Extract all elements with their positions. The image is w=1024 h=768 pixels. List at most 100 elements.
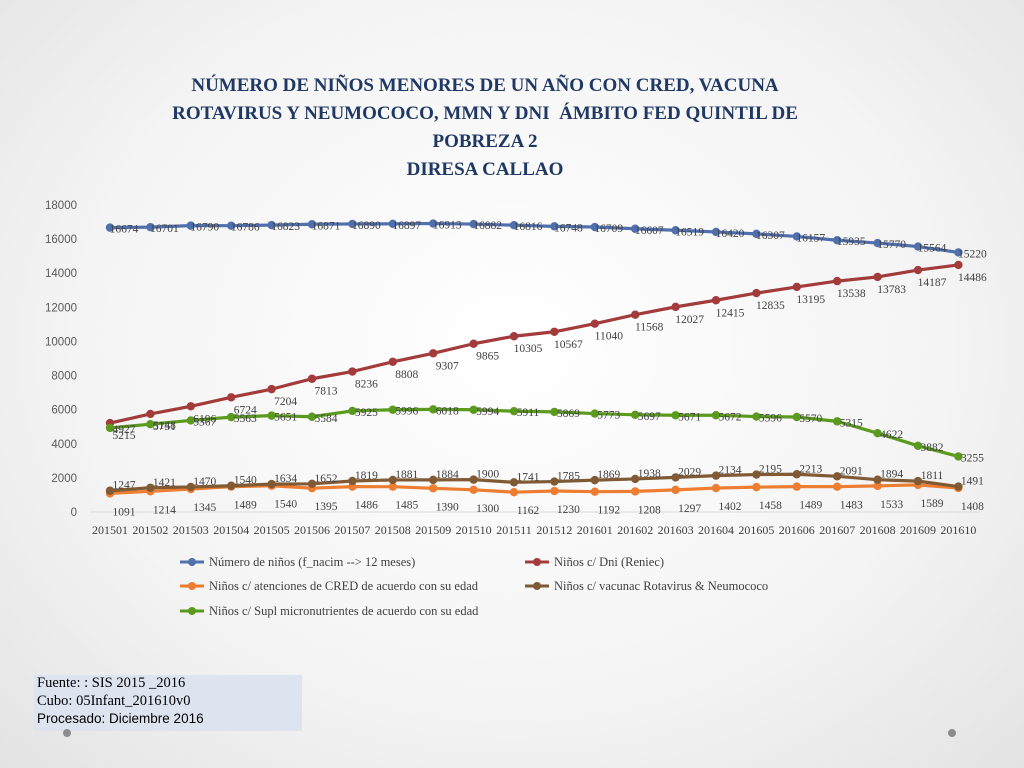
data-point — [550, 486, 559, 496]
data-label: 1652 — [315, 473, 338, 485]
data-point — [752, 412, 761, 421]
source-line-2: Cubo: 05Infant_201610v0 — [37, 692, 191, 709]
data-point — [833, 276, 842, 286]
data-label: 1894 — [880, 469, 903, 481]
data-label: 1485 — [395, 500, 418, 512]
data-point — [590, 222, 599, 232]
data-label: 16674 — [110, 224, 139, 236]
data-point — [873, 481, 882, 491]
data-label: 7204 — [274, 396, 297, 408]
data-point — [671, 485, 680, 495]
data-label: 1741 — [517, 471, 540, 483]
y-tick-label: 4000 — [51, 439, 77, 451]
y-tick-label: 2000 — [51, 473, 77, 485]
data-label: 1247 — [113, 480, 136, 492]
data-label: 2134 — [719, 465, 742, 477]
y-tick-label: 10000 — [45, 336, 77, 348]
x-tick-label: 201512 — [536, 523, 572, 537]
x-axis: 201501 201502 201503 201504 201505 201506 2015… — [90, 511, 980, 537]
legend: Número de niños (f_nacim --> 12 meses) Ni… — [180, 555, 768, 618]
legend-label: Niños c/ Dni (Reniec) — [554, 555, 664, 569]
series-line — [109, 221, 959, 254]
data-point — [792, 232, 801, 241]
data-label: 5697 — [638, 411, 661, 423]
data-point — [550, 327, 559, 336]
source-line-1: Fuente: : SIS 2015 _2016 — [37, 675, 186, 691]
data-label: 13538 — [837, 288, 866, 300]
data-point — [671, 473, 680, 482]
data-point — [792, 482, 801, 491]
series-line — [109, 472, 959, 493]
data-label: 16748 — [554, 222, 583, 234]
data-point — [833, 472, 842, 481]
y-tick-label: 0 — [71, 507, 77, 519]
x-tick-label: 201508 — [375, 523, 411, 537]
data-point — [631, 487, 640, 496]
data-point — [752, 470, 761, 479]
data-label: 1540 — [274, 499, 297, 511]
data-label: 5651 — [274, 412, 297, 424]
data-point — [186, 416, 195, 425]
data-label: 16790 — [190, 222, 219, 234]
x-tick-label: 201509 — [415, 523, 451, 537]
data-point — [509, 220, 519, 230]
data-label: 16607 — [635, 225, 664, 237]
data-point — [833, 236, 842, 245]
data-label: 2195 — [759, 464, 782, 476]
data-label: 16913 — [433, 220, 462, 232]
data-label: 10305 — [514, 343, 543, 355]
data-label: 1395 — [315, 501, 338, 513]
data-label: 1297 — [678, 503, 701, 515]
data-point — [469, 405, 478, 414]
data-point — [307, 374, 317, 383]
data-label: 16701 — [150, 223, 179, 235]
data-label: 15935 — [837, 236, 866, 248]
data-label: 5148 — [153, 420, 176, 432]
data-point — [954, 260, 963, 270]
source-line-3: Procesado: Diciembre 2016 — [37, 711, 204, 726]
legend-swatch-marker — [188, 558, 196, 566]
data-point — [388, 357, 397, 366]
data-point — [307, 479, 317, 489]
decor-dot-right — [948, 729, 956, 737]
x-tick-label: 201503 — [173, 523, 209, 537]
data-label: 2029 — [678, 466, 701, 478]
data-point — [388, 405, 397, 414]
title-line-1: NÚMERO DE NIÑOS MENORES DE UN AÑO CON CR… — [191, 75, 779, 96]
legend-swatch-marker — [188, 607, 196, 615]
data-point — [227, 221, 236, 230]
data-point — [388, 219, 397, 229]
data-point — [429, 475, 438, 485]
data-point — [873, 475, 882, 484]
data-point — [550, 407, 559, 417]
y-tick-label: 8000 — [51, 371, 77, 383]
data-label: 5215 — [113, 430, 136, 442]
data-label: 1408 — [961, 501, 984, 513]
data-label: 1300 — [476, 503, 499, 515]
data-label: 16890 — [352, 220, 381, 232]
data-point — [469, 485, 478, 495]
data-label: 11040 — [595, 331, 624, 343]
data-label: 5596 — [759, 413, 782, 425]
legend-swatch-marker — [188, 582, 196, 590]
x-tick-label: 201504 — [213, 523, 249, 537]
data-label: 5584 — [315, 413, 338, 425]
data-label: 16897 — [392, 220, 421, 232]
x-tick-label: 201602 — [617, 523, 653, 537]
x-tick-label: 201601 — [577, 523, 613, 537]
data-label: 13783 — [877, 284, 906, 296]
data-point — [590, 409, 599, 418]
data-label: 13195 — [796, 294, 825, 306]
data-label: 1345 — [193, 502, 216, 514]
data-point — [267, 479, 276, 489]
y-tick-label: 12000 — [45, 302, 77, 314]
x-tick-label: 201608 — [860, 523, 896, 537]
data-label: 16816 — [514, 221, 543, 233]
data-label: 15564 — [918, 243, 947, 255]
data-point — [913, 242, 923, 251]
data-label: 4927 — [113, 424, 136, 436]
data-label: 1533 — [880, 499, 903, 511]
data-label: 16882 — [473, 220, 502, 232]
title-line-4: DIRESA CALLAO — [406, 159, 564, 180]
data-point — [550, 477, 559, 486]
